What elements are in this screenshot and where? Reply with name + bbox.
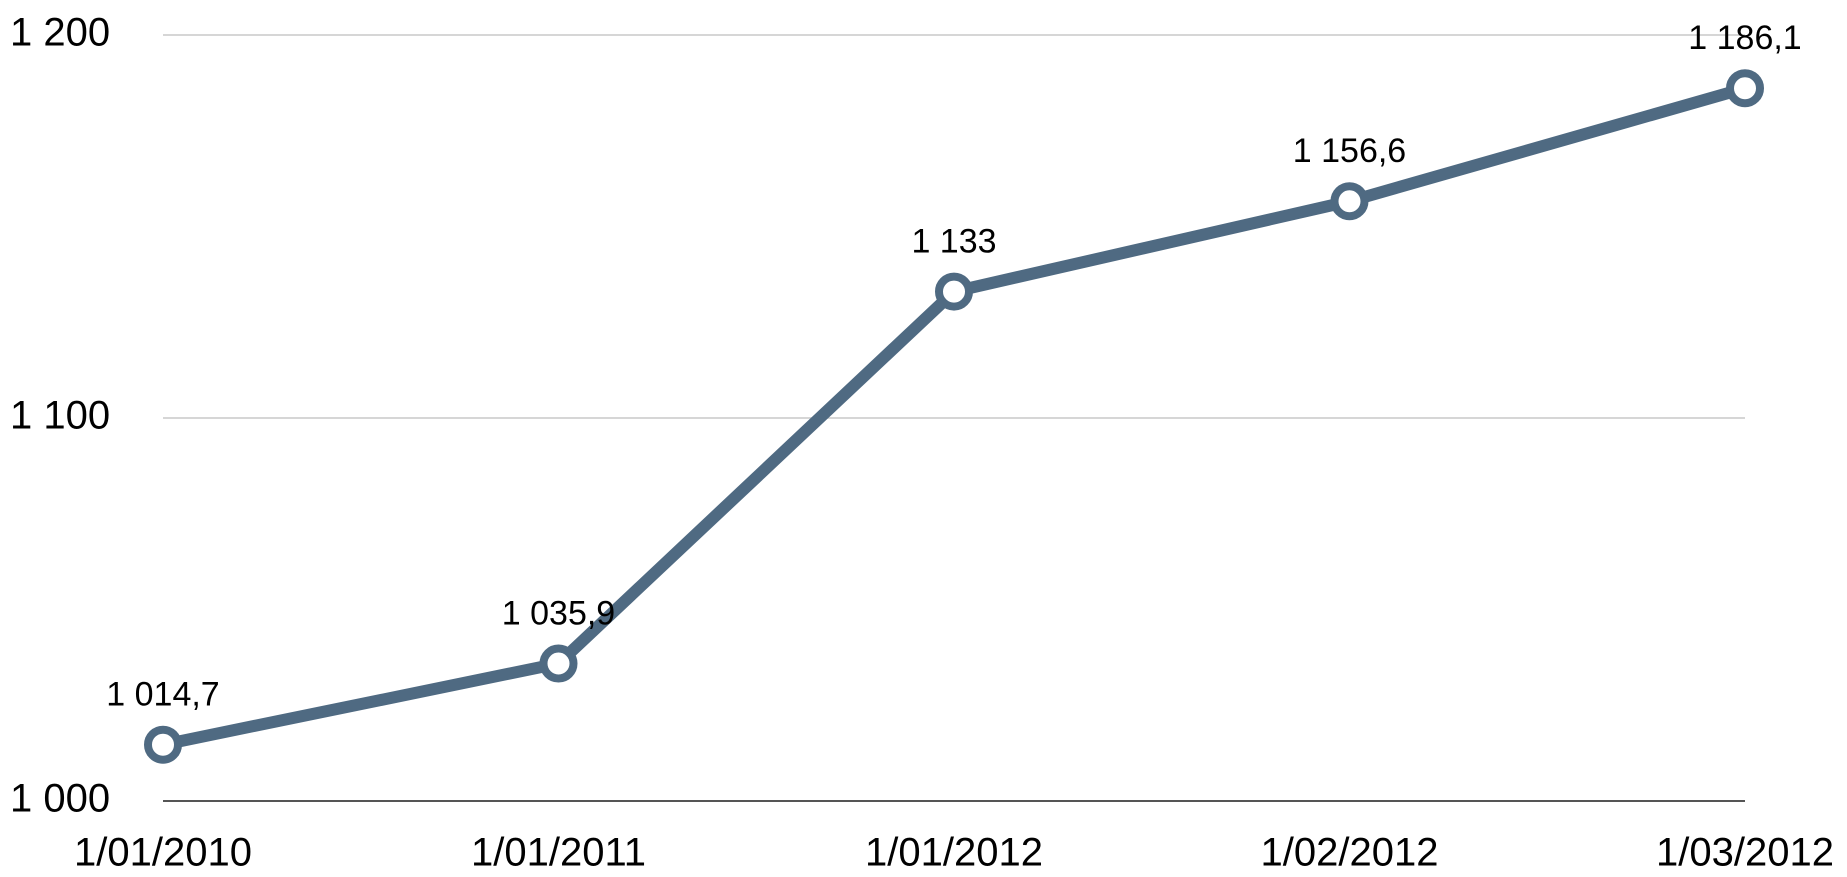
data-label: 1 133 xyxy=(911,223,996,261)
marker xyxy=(144,725,182,764)
x-tick-label: 1/01/2012 xyxy=(865,831,1043,875)
data-label: 1 186,1 xyxy=(1688,19,1801,57)
x-tick-label: 1/01/2011 xyxy=(471,831,646,875)
x-tick-label: 1/02/2012 xyxy=(1261,831,1439,875)
data-label: 1 156,6 xyxy=(1293,132,1406,170)
data-label: 1 035,9 xyxy=(502,594,615,632)
marker xyxy=(539,644,578,683)
y-tick-label: 1 100 xyxy=(10,394,110,438)
marker xyxy=(935,272,973,311)
x-tick-label: 1/01/2010 xyxy=(74,831,252,875)
marker xyxy=(1726,69,1764,108)
marker xyxy=(1330,182,1369,221)
line xyxy=(161,82,1747,751)
x-tick-label: 1/03/2012 xyxy=(1656,831,1834,875)
y-tick-label: 1 200 xyxy=(10,11,110,55)
data-label: 1 014,7 xyxy=(106,676,219,714)
y-tick-label: 1 000 xyxy=(10,777,110,821)
